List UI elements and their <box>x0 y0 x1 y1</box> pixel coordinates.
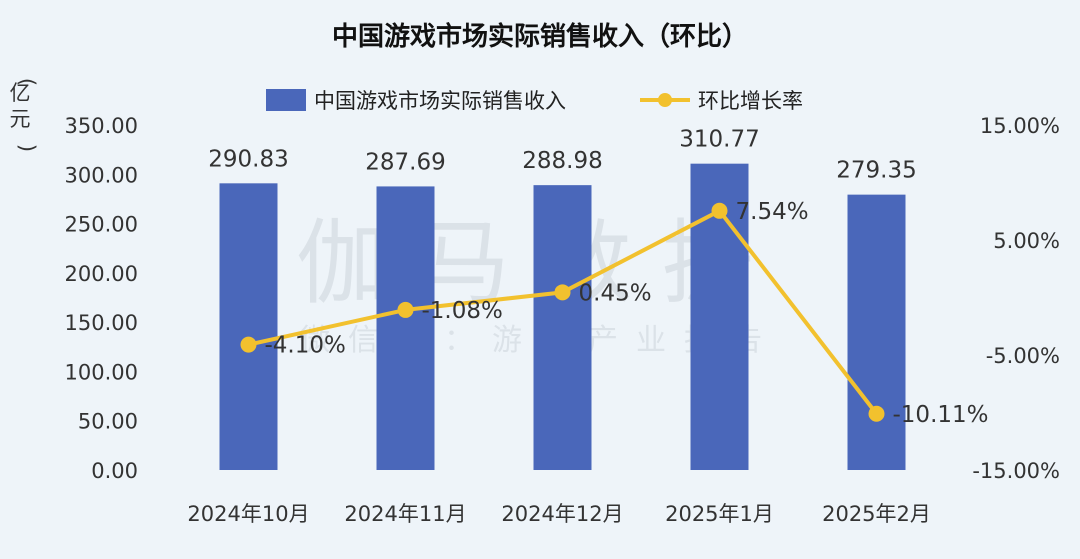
watermark: 伽马数据 微信号：游戏产业报告 <box>296 210 784 358</box>
legend-line-label: 环比增长率 <box>698 89 803 113</box>
line-value-label: -10.11% <box>893 402 989 428</box>
y-left-tick-label: 300.00 <box>65 163 138 187</box>
bar-series <box>219 163 906 471</box>
watermark-main-text: 伽马数据 <box>296 210 784 317</box>
y-axis-title-paren-close: ) <box>15 144 39 152</box>
y-left-tick-label: 100.00 <box>65 360 138 384</box>
y-left-tick-label: 0.00 <box>91 459 138 483</box>
bar-data-labels: 290.83 287.69 288.98 310.77 279.35 <box>208 127 916 184</box>
x-axis: 2024年10月 2024年11月 2024年12月 2025年1月 2025年2月 <box>187 502 930 526</box>
line-point <box>554 284 571 301</box>
line-value-label: -4.10% <box>265 333 346 359</box>
y-axis-title: 亿元 () <box>10 78 40 152</box>
y-left-tick-label: 250.00 <box>65 213 138 237</box>
bar-value-label: 310.77 <box>679 127 759 153</box>
y-axis-title-char: 亿 <box>10 81 31 105</box>
bar-value-label: 287.69 <box>365 149 445 175</box>
y-right-tick-label: 5.00% <box>993 229 1060 253</box>
chart-title: 中国游戏市场实际销售收入（环比） <box>332 21 748 52</box>
y-left-tick-label: 50.00 <box>78 410 138 434</box>
line-value-label: -1.08% <box>422 298 503 324</box>
x-tick-label: 2024年12月 <box>501 502 623 526</box>
line-point <box>711 202 728 219</box>
y-right-tick-label: 15.00% <box>980 114 1060 138</box>
y-axis-left: 0.00 50.00 100.00 150.00 200.00 250.00 300.00 3… <box>65 114 138 483</box>
x-tick-label: 2024年10月 <box>187 502 309 526</box>
bar-value-label: 290.83 <box>208 146 288 172</box>
x-tick-label: 2024年11月 <box>344 502 466 526</box>
legend-bar-label: 中国游戏市场实际销售收入 <box>314 89 566 113</box>
line-series <box>240 202 885 422</box>
y-axis-title-paren-open: ( <box>15 78 39 86</box>
bar <box>219 183 278 470</box>
legend: 中国游戏市场实际销售收入 环比增长率 <box>266 89 803 113</box>
bar <box>533 185 592 470</box>
y-left-tick-label: 200.00 <box>65 262 138 286</box>
line-point <box>397 301 414 318</box>
legend-line-marker <box>658 93 672 107</box>
line-data-labels: -4.10% -1.08% 0.45% 7.54% -10.11% <box>265 199 989 428</box>
x-tick-label: 2025年1月 <box>665 502 774 526</box>
y-left-tick-label: 150.00 <box>65 311 138 335</box>
y-right-tick-label: -15.00% <box>972 459 1060 483</box>
line-point <box>240 336 257 353</box>
y-axis-title-char: 元 <box>10 107 31 131</box>
line-value-label: 0.45% <box>579 280 652 306</box>
bar <box>847 194 906 470</box>
line-point <box>868 405 885 422</box>
y-left-tick-label: 350.00 <box>65 114 138 138</box>
x-tick-label: 2025年2月 <box>822 502 931 526</box>
bar-value-label: 288.98 <box>522 148 602 174</box>
bar <box>376 186 435 470</box>
y-right-tick-label: -5.00% <box>986 344 1060 368</box>
line-value-label: 7.54% <box>736 199 809 225</box>
y-axis-right: -15.00% -5.00% 5.00% 15.00% <box>972 114 1060 483</box>
bar-value-label: 279.35 <box>836 158 916 184</box>
legend-bar-swatch <box>266 89 306 111</box>
